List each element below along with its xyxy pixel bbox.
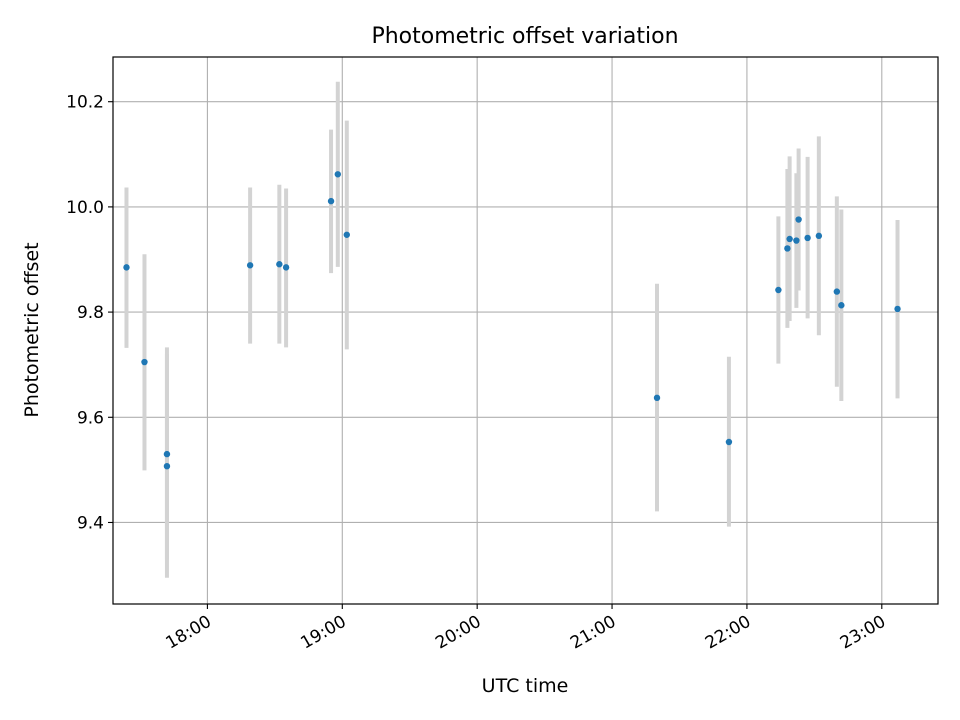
y-tick-label: 10.0 bbox=[66, 198, 104, 218]
data-point bbox=[804, 234, 811, 242]
x-axis: 18:00 19:00 20:00 21:00 22:00 23:00 bbox=[162, 604, 889, 653]
y-tick-label: 9.4 bbox=[77, 513, 104, 533]
y-tick-label: 10.2 bbox=[66, 93, 104, 113]
data-point bbox=[795, 216, 802, 223]
chart-title: Photometric offset variation bbox=[371, 24, 678, 49]
data-point bbox=[786, 235, 793, 243]
y-axis: 9.4 9.6 9.8 10.0 10.2 bbox=[66, 93, 113, 533]
data-point bbox=[163, 462, 171, 470]
data-point bbox=[653, 394, 661, 402]
data-points bbox=[123, 171, 901, 470]
x-tick-label: 18:00 bbox=[162, 612, 214, 654]
x-tick-label: 22:00 bbox=[702, 612, 754, 654]
data-point bbox=[246, 262, 254, 269]
data-point bbox=[282, 264, 290, 271]
x-axis-label: UTC time bbox=[482, 675, 569, 697]
data-point bbox=[334, 171, 341, 178]
data-point bbox=[784, 245, 791, 252]
data-point bbox=[833, 288, 841, 295]
y-tick-label: 9.8 bbox=[77, 303, 104, 323]
data-point bbox=[838, 302, 845, 309]
plot-frame bbox=[112, 56, 939, 605]
data-point bbox=[815, 232, 823, 240]
data-point bbox=[163, 450, 171, 458]
data-point bbox=[123, 264, 130, 271]
data-point bbox=[343, 231, 350, 238]
data-point bbox=[276, 261, 283, 268]
data-point bbox=[327, 197, 335, 205]
data-point bbox=[793, 237, 800, 244]
data-point bbox=[775, 286, 782, 294]
x-tick-label: 19:00 bbox=[297, 612, 349, 654]
data-point bbox=[725, 438, 733, 446]
x-tick-label: 23:00 bbox=[837, 612, 889, 654]
data-point bbox=[894, 305, 901, 313]
y-axis-label: Photometric offset bbox=[21, 242, 43, 417]
x-tick-label: 21:00 bbox=[567, 612, 619, 654]
data-point bbox=[141, 358, 148, 366]
x-tick-label: 20:00 bbox=[432, 612, 484, 654]
y-tick-label: 9.6 bbox=[77, 408, 104, 428]
